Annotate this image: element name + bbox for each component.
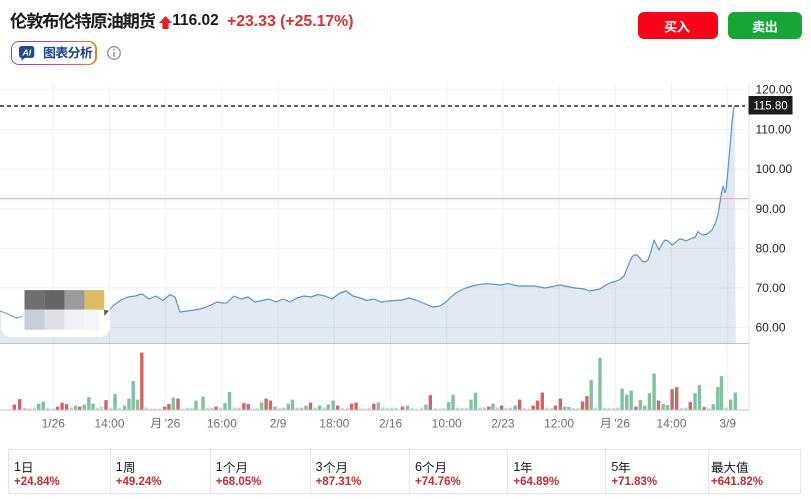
svg-text:10:00: 10:00 — [432, 416, 462, 430]
svg-text:12:00: 12:00 — [544, 416, 574, 430]
svg-text:80.00: 80.00 — [756, 241, 786, 255]
svg-text:18:00: 18:00 — [319, 416, 349, 430]
svg-text:2/23: 2/23 — [491, 416, 515, 430]
svg-text:60.00: 60.00 — [756, 321, 786, 335]
svg-text:AI: AI — [22, 47, 32, 57]
svg-text:110.00: 110.00 — [756, 123, 792, 137]
svg-text:70.00: 70.00 — [756, 281, 786, 295]
svg-text:14:00: 14:00 — [656, 416, 686, 430]
svg-text:'26: '26 — [165, 416, 181, 430]
svg-text:90.00: 90.00 — [756, 202, 786, 216]
svg-text:16:00: 16:00 — [207, 416, 237, 430]
svg-text:100.00: 100.00 — [756, 162, 793, 176]
svg-text:3/9: 3/9 — [719, 416, 736, 430]
svg-text:14:00: 14:00 — [94, 416, 124, 430]
svg-text:2/16: 2/16 — [379, 416, 403, 430]
svg-text:115.80: 115.80 — [753, 100, 787, 112]
svg-text:'26: '26 — [614, 416, 630, 430]
svg-text:1/26: 1/26 — [42, 416, 66, 430]
svg-text:120.00: 120.00 — [756, 82, 793, 96]
svg-text:2/9: 2/9 — [270, 416, 287, 430]
